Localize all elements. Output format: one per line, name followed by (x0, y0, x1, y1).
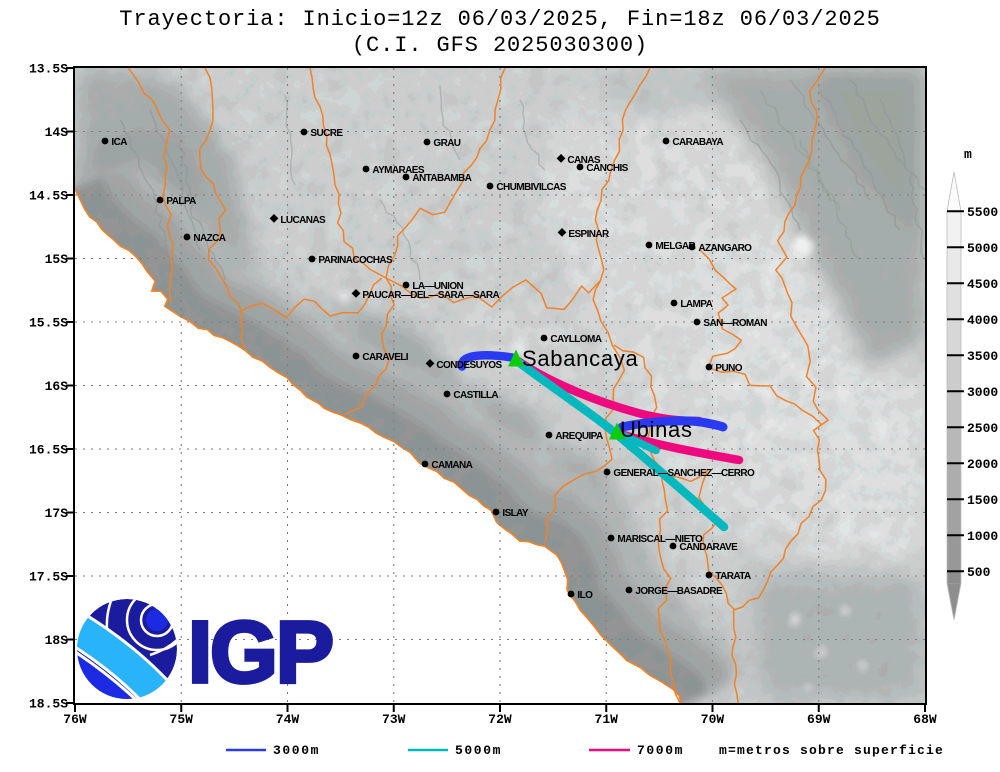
svg-text:1000: 1000 (967, 529, 998, 544)
svg-text:14S: 14S (45, 125, 69, 140)
svg-text:CASTILLA: CASTILLA (453, 390, 498, 401)
svg-text:16.5S: 16.5S (29, 443, 68, 458)
svg-text:ANTABAMBA: ANTABAMBA (412, 173, 471, 184)
svg-text:CANAS: CANAS (567, 155, 600, 166)
svg-text:4500: 4500 (967, 277, 998, 292)
svg-text:GENERAL—SANCHEZ—CERRO: GENERAL—SANCHEZ—CERRO (613, 468, 755, 479)
svg-text:4000: 4000 (967, 313, 998, 328)
svg-text:CONDESUYOS: CONDESUYOS (436, 360, 502, 371)
svg-text:74W: 74W (276, 712, 300, 727)
svg-text:CANDARAVE: CANDARAVE (679, 542, 738, 553)
svg-text:SUCRE: SUCRE (310, 128, 343, 139)
svg-text:ICA: ICA (111, 137, 127, 148)
svg-text:ISLAY: ISLAY (502, 508, 528, 519)
svg-text:IGP: IGP (188, 604, 332, 701)
svg-text:CARABAYA: CARABAYA (672, 137, 723, 148)
svg-text:5000m: 5000m (455, 743, 502, 758)
svg-text:CANCHIS: CANCHIS (586, 163, 628, 174)
svg-text:70W: 70W (701, 712, 725, 727)
svg-text:PALPA: PALPA (166, 196, 196, 207)
svg-text:500: 500 (967, 565, 991, 580)
svg-text:AREQUIPA: AREQUIPA (555, 431, 603, 442)
svg-text:3000m: 3000m (273, 743, 320, 758)
svg-text:1500: 1500 (967, 493, 998, 508)
svg-text:TARATA: TARATA (715, 571, 751, 582)
svg-text:MELGAR: MELGAR (655, 241, 696, 252)
svg-text:3000: 3000 (967, 385, 998, 400)
svg-text:71W: 71W (595, 712, 619, 727)
svg-text:CAMANA: CAMANA (431, 460, 472, 471)
svg-text:MARISCAL—NIETO: MARISCAL—NIETO (617, 534, 703, 545)
svg-text:m=metros sobre superficie: m=metros sobre superficie (719, 743, 944, 758)
svg-text:SAN—ROMAN: SAN—ROMAN (703, 318, 767, 329)
svg-text:13.5S: 13.5S (29, 62, 68, 77)
svg-text:AZANGARO: AZANGARO (698, 243, 752, 254)
svg-text:18S: 18S (45, 633, 69, 648)
svg-text:(C.I. GFS 2025030300): (C.I. GFS 2025030300) (352, 33, 648, 58)
svg-text:PUNO: PUNO (715, 363, 742, 374)
svg-text:JORGE—BASADRE: JORGE—BASADRE (635, 586, 723, 597)
svg-text:76W: 76W (63, 712, 87, 727)
svg-text:ESPINAR: ESPINAR (568, 229, 610, 240)
svg-text:69W: 69W (807, 712, 831, 727)
svg-text:15S: 15S (45, 252, 69, 267)
svg-text:Trayectoria: Inicio=12z 06/03/: Trayectoria: Inicio=12z 06/03/2025, Fin=… (119, 7, 881, 32)
svg-text:73W: 73W (382, 712, 406, 727)
svg-text:ILO: ILO (577, 590, 593, 601)
svg-text:5000: 5000 (967, 241, 998, 256)
svg-text:LA—UNION: LA—UNION (412, 281, 463, 292)
svg-text:CARAVELI: CARAVELI (362, 352, 408, 363)
svg-text:14.5S: 14.5S (29, 189, 68, 204)
svg-text:CHUMBIVILCAS: CHUMBIVILCAS (496, 182, 566, 193)
svg-text:NAZCA: NAZCA (193, 233, 225, 244)
svg-text:3500: 3500 (967, 349, 998, 364)
svg-text:72W: 72W (488, 712, 512, 727)
svg-text:2500: 2500 (967, 421, 998, 436)
svg-text:17.5S: 17.5S (29, 570, 68, 585)
svg-text:CAYLLOMA: CAYLLOMA (550, 334, 601, 345)
svg-text:PARINACOCHAS: PARINACOCHAS (318, 255, 393, 266)
svg-text:5500: 5500 (967, 205, 998, 220)
svg-text:2000: 2000 (967, 457, 998, 472)
svg-text:AYMARAES: AYMARAES (372, 165, 424, 176)
svg-text:Ubinas: Ubinas (620, 417, 693, 442)
svg-text:17S: 17S (45, 506, 69, 521)
svg-text:16S: 16S (45, 379, 69, 394)
svg-text:68W: 68W (913, 712, 937, 727)
svg-text:LAMPA: LAMPA (680, 299, 712, 310)
svg-text:18.5S: 18.5S (29, 697, 68, 712)
svg-text:7000m: 7000m (637, 743, 684, 758)
svg-text:LUCANAS: LUCANAS (280, 215, 326, 226)
svg-text:GRAU: GRAU (433, 138, 460, 149)
svg-text:75W: 75W (170, 712, 194, 727)
svg-text:m: m (964, 147, 972, 162)
svg-text:PAUCAR—DEL—SARA—SARA: PAUCAR—DEL—SARA—SARA (362, 290, 499, 301)
svg-text:15.5S: 15.5S (29, 316, 68, 331)
svg-text:Sabancaya: Sabancaya (522, 346, 638, 371)
